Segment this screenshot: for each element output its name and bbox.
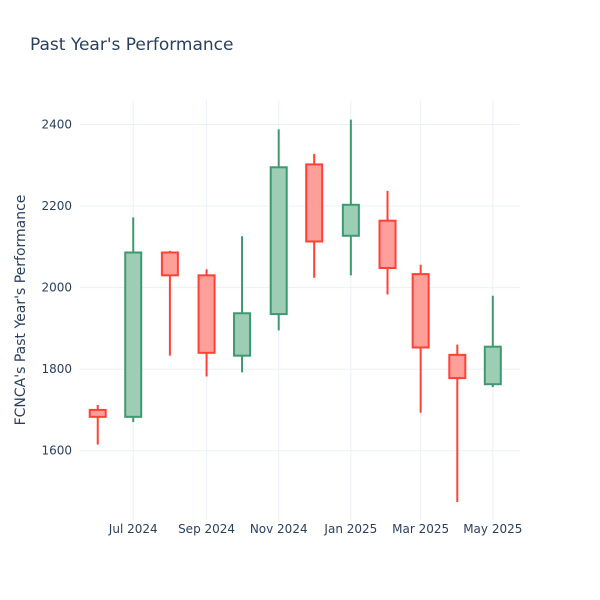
candle: [378, 190, 397, 295]
x-tick-label: Mar 2025: [392, 522, 449, 536]
y-axis-ticks: 1600 1800 2000 2200 2400: [41, 117, 72, 457]
candle-body: [197, 274, 216, 354]
y-tick-label: 2000: [41, 281, 72, 295]
candle-body: [88, 408, 107, 418]
candle: [233, 236, 252, 373]
candle-body: [448, 353, 467, 380]
candle: [448, 344, 467, 503]
candle: [197, 269, 216, 377]
candle-body: [160, 251, 179, 277]
candle: [483, 295, 502, 388]
y-tick-label: 1800: [41, 362, 72, 376]
candle-body: [269, 166, 288, 316]
candle-body: [124, 251, 143, 418]
candle-body: [341, 203, 360, 237]
x-axis-ticks: Jul 2024 Sep 2024 Nov 2024 Jan 2025 Mar 2025…: [108, 522, 523, 536]
grid: [80, 100, 520, 520]
y-tick-label: 1600: [41, 444, 72, 458]
y-axis-label: FCNCA's Past Year's Performance: [13, 195, 29, 426]
y-tick-label: 2400: [41, 117, 72, 131]
candle: [341, 119, 360, 276]
candles: [88, 119, 502, 503]
x-tick-label: Jul 2024: [108, 522, 158, 536]
chart-title: Past Year's Performance: [30, 35, 234, 55]
x-tick-label: May 2025: [463, 522, 522, 536]
candle: [88, 405, 107, 445]
candle: [269, 129, 288, 331]
candle: [160, 250, 179, 356]
y-tick-label: 2200: [41, 199, 72, 213]
candle: [124, 217, 143, 423]
x-tick-label: Jan 2025: [323, 522, 377, 536]
x-tick-label: Nov 2024: [250, 522, 308, 536]
candle: [305, 153, 324, 278]
x-tick-label: Sep 2024: [178, 522, 235, 536]
candle-body: [411, 273, 430, 349]
candle: [411, 264, 430, 413]
candle-body: [378, 219, 397, 270]
candle-body: [483, 345, 502, 386]
candle-body: [233, 312, 252, 357]
candle-body: [305, 163, 324, 243]
